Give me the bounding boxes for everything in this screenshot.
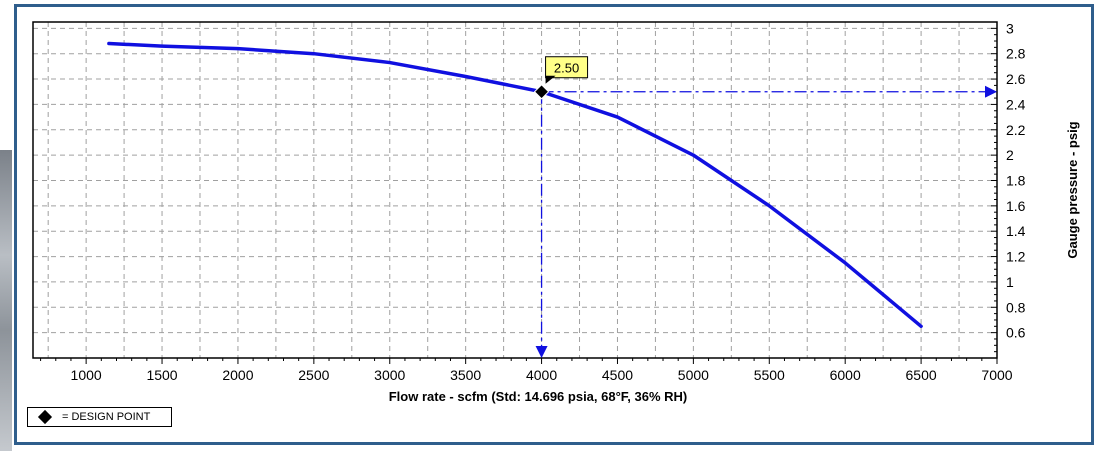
x-tick-label: 6500 <box>906 367 937 383</box>
y-tick-label: 1.2 <box>1006 249 1026 265</box>
design-point-legend-icon <box>37 409 53 425</box>
legend-label: = DESIGN POINT <box>62 411 151 423</box>
x-tick-label: 1000 <box>71 367 102 383</box>
x-tick-label: 4500 <box>602 367 633 383</box>
y-tick-label: 2.6 <box>1006 71 1026 87</box>
y-tick-label: 0.6 <box>1006 325 1026 341</box>
y-tick-label: 1.6 <box>1006 198 1026 214</box>
y-tick-label: 0.8 <box>1006 299 1026 315</box>
series-layer <box>107 41 923 329</box>
plot-area-border <box>32 21 998 359</box>
y-tick-label: 2.2 <box>1006 122 1026 138</box>
legend: = DESIGN POINT <box>27 407 172 427</box>
x-tick-label: 5000 <box>678 367 709 383</box>
annotations: 2.50 <box>533 56 997 358</box>
axes: 1000 1500 2000 2500 3000 3500 4000 4500 5000 5500… <box>32 20 1026 383</box>
performance-curve <box>107 41 923 329</box>
y-tick-label: 2 <box>1006 147 1014 163</box>
x-tick-label: 3500 <box>450 367 481 383</box>
x-axis-label: Flow rate - scfm (Std: 14.696 psia, 68°F… <box>389 389 688 404</box>
y-tick-label: 3 <box>1006 20 1014 36</box>
x-tick-label: 3000 <box>374 367 405 383</box>
grid <box>33 22 997 358</box>
y-tick-label: 1 <box>1006 274 1014 290</box>
x-tick-label: 7000 <box>981 367 1012 383</box>
design-point-callout-box <box>545 56 589 79</box>
design-point-callout-pointer <box>545 75 556 84</box>
y-tick-label: 1.8 <box>1006 172 1026 188</box>
x-tick-label: 2500 <box>298 367 329 383</box>
x-tick-label: 6000 <box>830 367 861 383</box>
design-point-marker <box>533 84 550 100</box>
y-tick-label: 2.4 <box>1006 96 1026 112</box>
x-tick-label: 4000 <box>526 367 557 383</box>
x-tick-label: 1500 <box>146 367 177 383</box>
y-tick-label: 1.4 <box>1006 223 1026 239</box>
x-tick-label: 5500 <box>754 367 785 383</box>
y-axis-label: Gauge pressure - psig <box>1065 121 1080 258</box>
design-point-callout-label: 2.50 <box>554 61 579 76</box>
x-tick-label: 2000 <box>222 367 253 383</box>
y-tick-label: 2.8 <box>1006 46 1026 62</box>
background-photo-strip <box>0 150 12 451</box>
chart-frame <box>14 4 1094 445</box>
